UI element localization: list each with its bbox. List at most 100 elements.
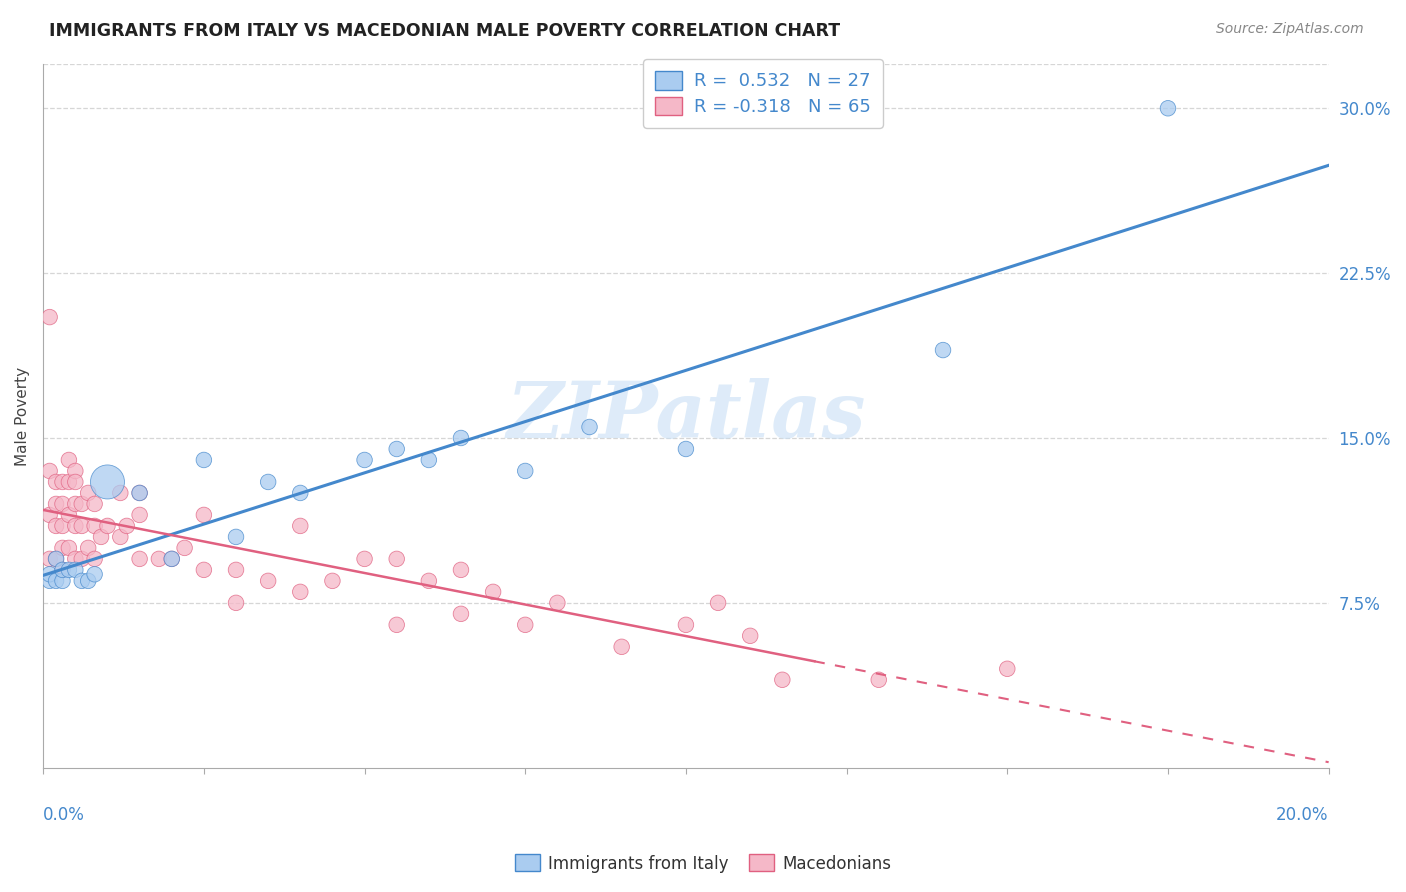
Point [128,508,150,522]
Text: IMMIGRANTS FROM ITALY VS MACEDONIAN MALE POVERTY CORRELATION CHART: IMMIGRANTS FROM ITALY VS MACEDONIAN MALE… [49,22,841,40]
Point [38,552,60,566]
Point [257,475,280,489]
Point [51,475,73,489]
Point [83,552,105,566]
Point [868,673,890,687]
Point [51,563,73,577]
Point [225,530,247,544]
Point [65,552,87,566]
Point [65,475,87,489]
Point [148,552,170,566]
Point [70,519,93,533]
Point [515,464,537,478]
Point [90,530,112,544]
Point [418,574,440,588]
Point [675,442,697,456]
Point [740,629,762,643]
Point [160,552,183,566]
Point [515,617,537,632]
Point [995,662,1018,676]
Point [58,475,80,489]
Point [83,567,105,582]
Point [83,497,105,511]
Point [70,552,93,566]
Point [1157,101,1180,115]
Point [65,464,87,478]
Text: 20.0%: 20.0% [1277,806,1329,824]
Point [418,453,440,467]
Point [932,343,955,357]
Point [290,585,312,599]
Point [225,563,247,577]
Point [45,574,67,588]
Point [77,486,100,500]
Point [110,486,132,500]
Point [546,596,568,610]
Point [385,442,408,456]
Point [58,453,80,467]
Y-axis label: Male Poverty: Male Poverty [15,367,30,466]
Text: ZIPatlas: ZIPatlas [506,377,866,454]
Point [77,541,100,555]
Point [65,563,87,577]
Point [45,519,67,533]
Point [45,475,67,489]
Point [193,453,215,467]
Point [385,552,408,566]
Point [193,508,215,522]
Point [482,585,505,599]
Point [58,563,80,577]
Point [257,574,280,588]
Point [51,497,73,511]
Point [290,486,312,500]
Point [353,453,375,467]
Point [321,574,343,588]
Point [45,552,67,566]
Point [128,486,150,500]
Point [128,552,150,566]
Point [110,530,132,544]
Point [290,519,312,533]
Point [58,508,80,522]
Point [193,563,215,577]
Point [38,574,60,588]
Point [51,574,73,588]
Point [70,497,93,511]
Text: Source: ZipAtlas.com: Source: ZipAtlas.com [1216,22,1364,37]
Point [675,617,697,632]
Point [83,519,105,533]
Point [610,640,633,654]
Text: 0.0%: 0.0% [44,806,86,824]
Point [65,497,87,511]
Point [128,486,150,500]
Point [70,574,93,588]
Point [225,596,247,610]
Point [65,519,87,533]
Point [38,567,60,582]
Point [45,497,67,511]
Point [96,475,118,489]
Point [51,519,73,533]
Point [353,552,375,566]
Point [96,519,118,533]
Legend: Immigrants from Italy, Macedonians: Immigrants from Italy, Macedonians [508,847,898,880]
Point [450,607,472,621]
Point [51,563,73,577]
Point [578,420,600,434]
Point [58,541,80,555]
Point [38,310,60,324]
Legend: R =  0.532   N = 27, R = -0.318   N = 65: R = 0.532 N = 27, R = -0.318 N = 65 [643,59,883,128]
Point [77,574,100,588]
Point [115,519,138,533]
Point [51,541,73,555]
Point [770,673,793,687]
Point [450,431,472,445]
Point [38,464,60,478]
Point [385,617,408,632]
Point [160,552,183,566]
Point [38,508,60,522]
Point [450,563,472,577]
Point [173,541,195,555]
Point [707,596,730,610]
Point [45,552,67,566]
